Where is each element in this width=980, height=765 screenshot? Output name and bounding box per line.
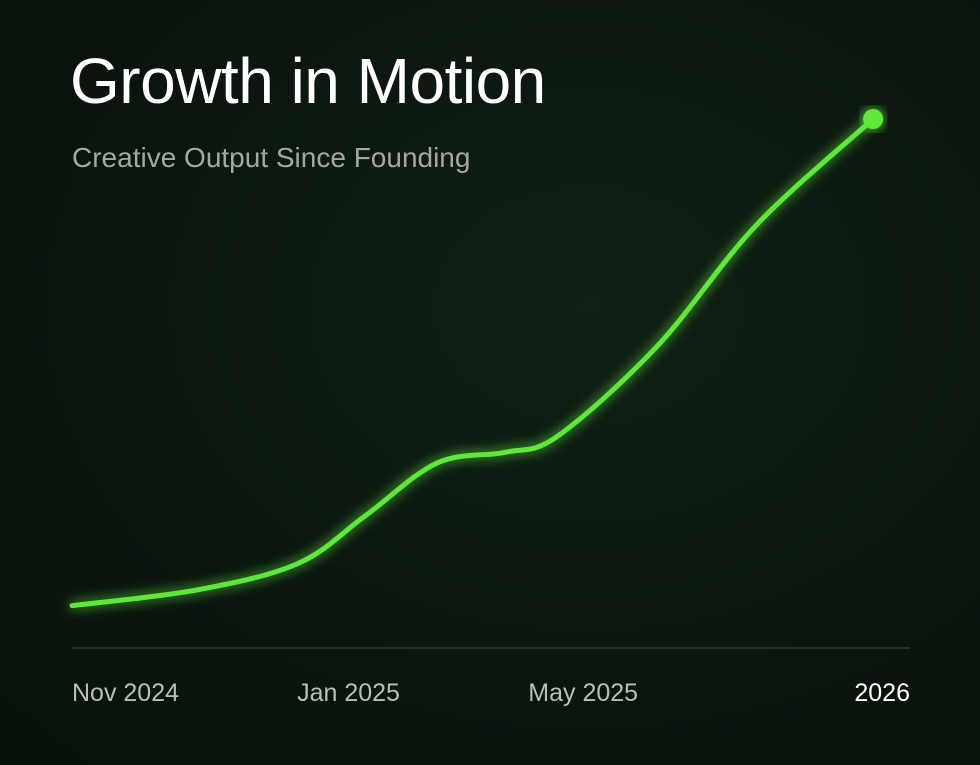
- x-tick-label: May 2025: [528, 679, 638, 707]
- x-tick-label: Jan 2025: [297, 679, 400, 707]
- chart-subtitle: Creative Output Since Founding: [72, 142, 471, 173]
- chart-title: Growth in Motion: [70, 45, 546, 117]
- x-tick-label: 2026: [854, 679, 910, 707]
- series-line: [69, 116, 876, 609]
- end-point-marker: [863, 109, 884, 129]
- x-tick-label: Nov 2024: [72, 679, 179, 707]
